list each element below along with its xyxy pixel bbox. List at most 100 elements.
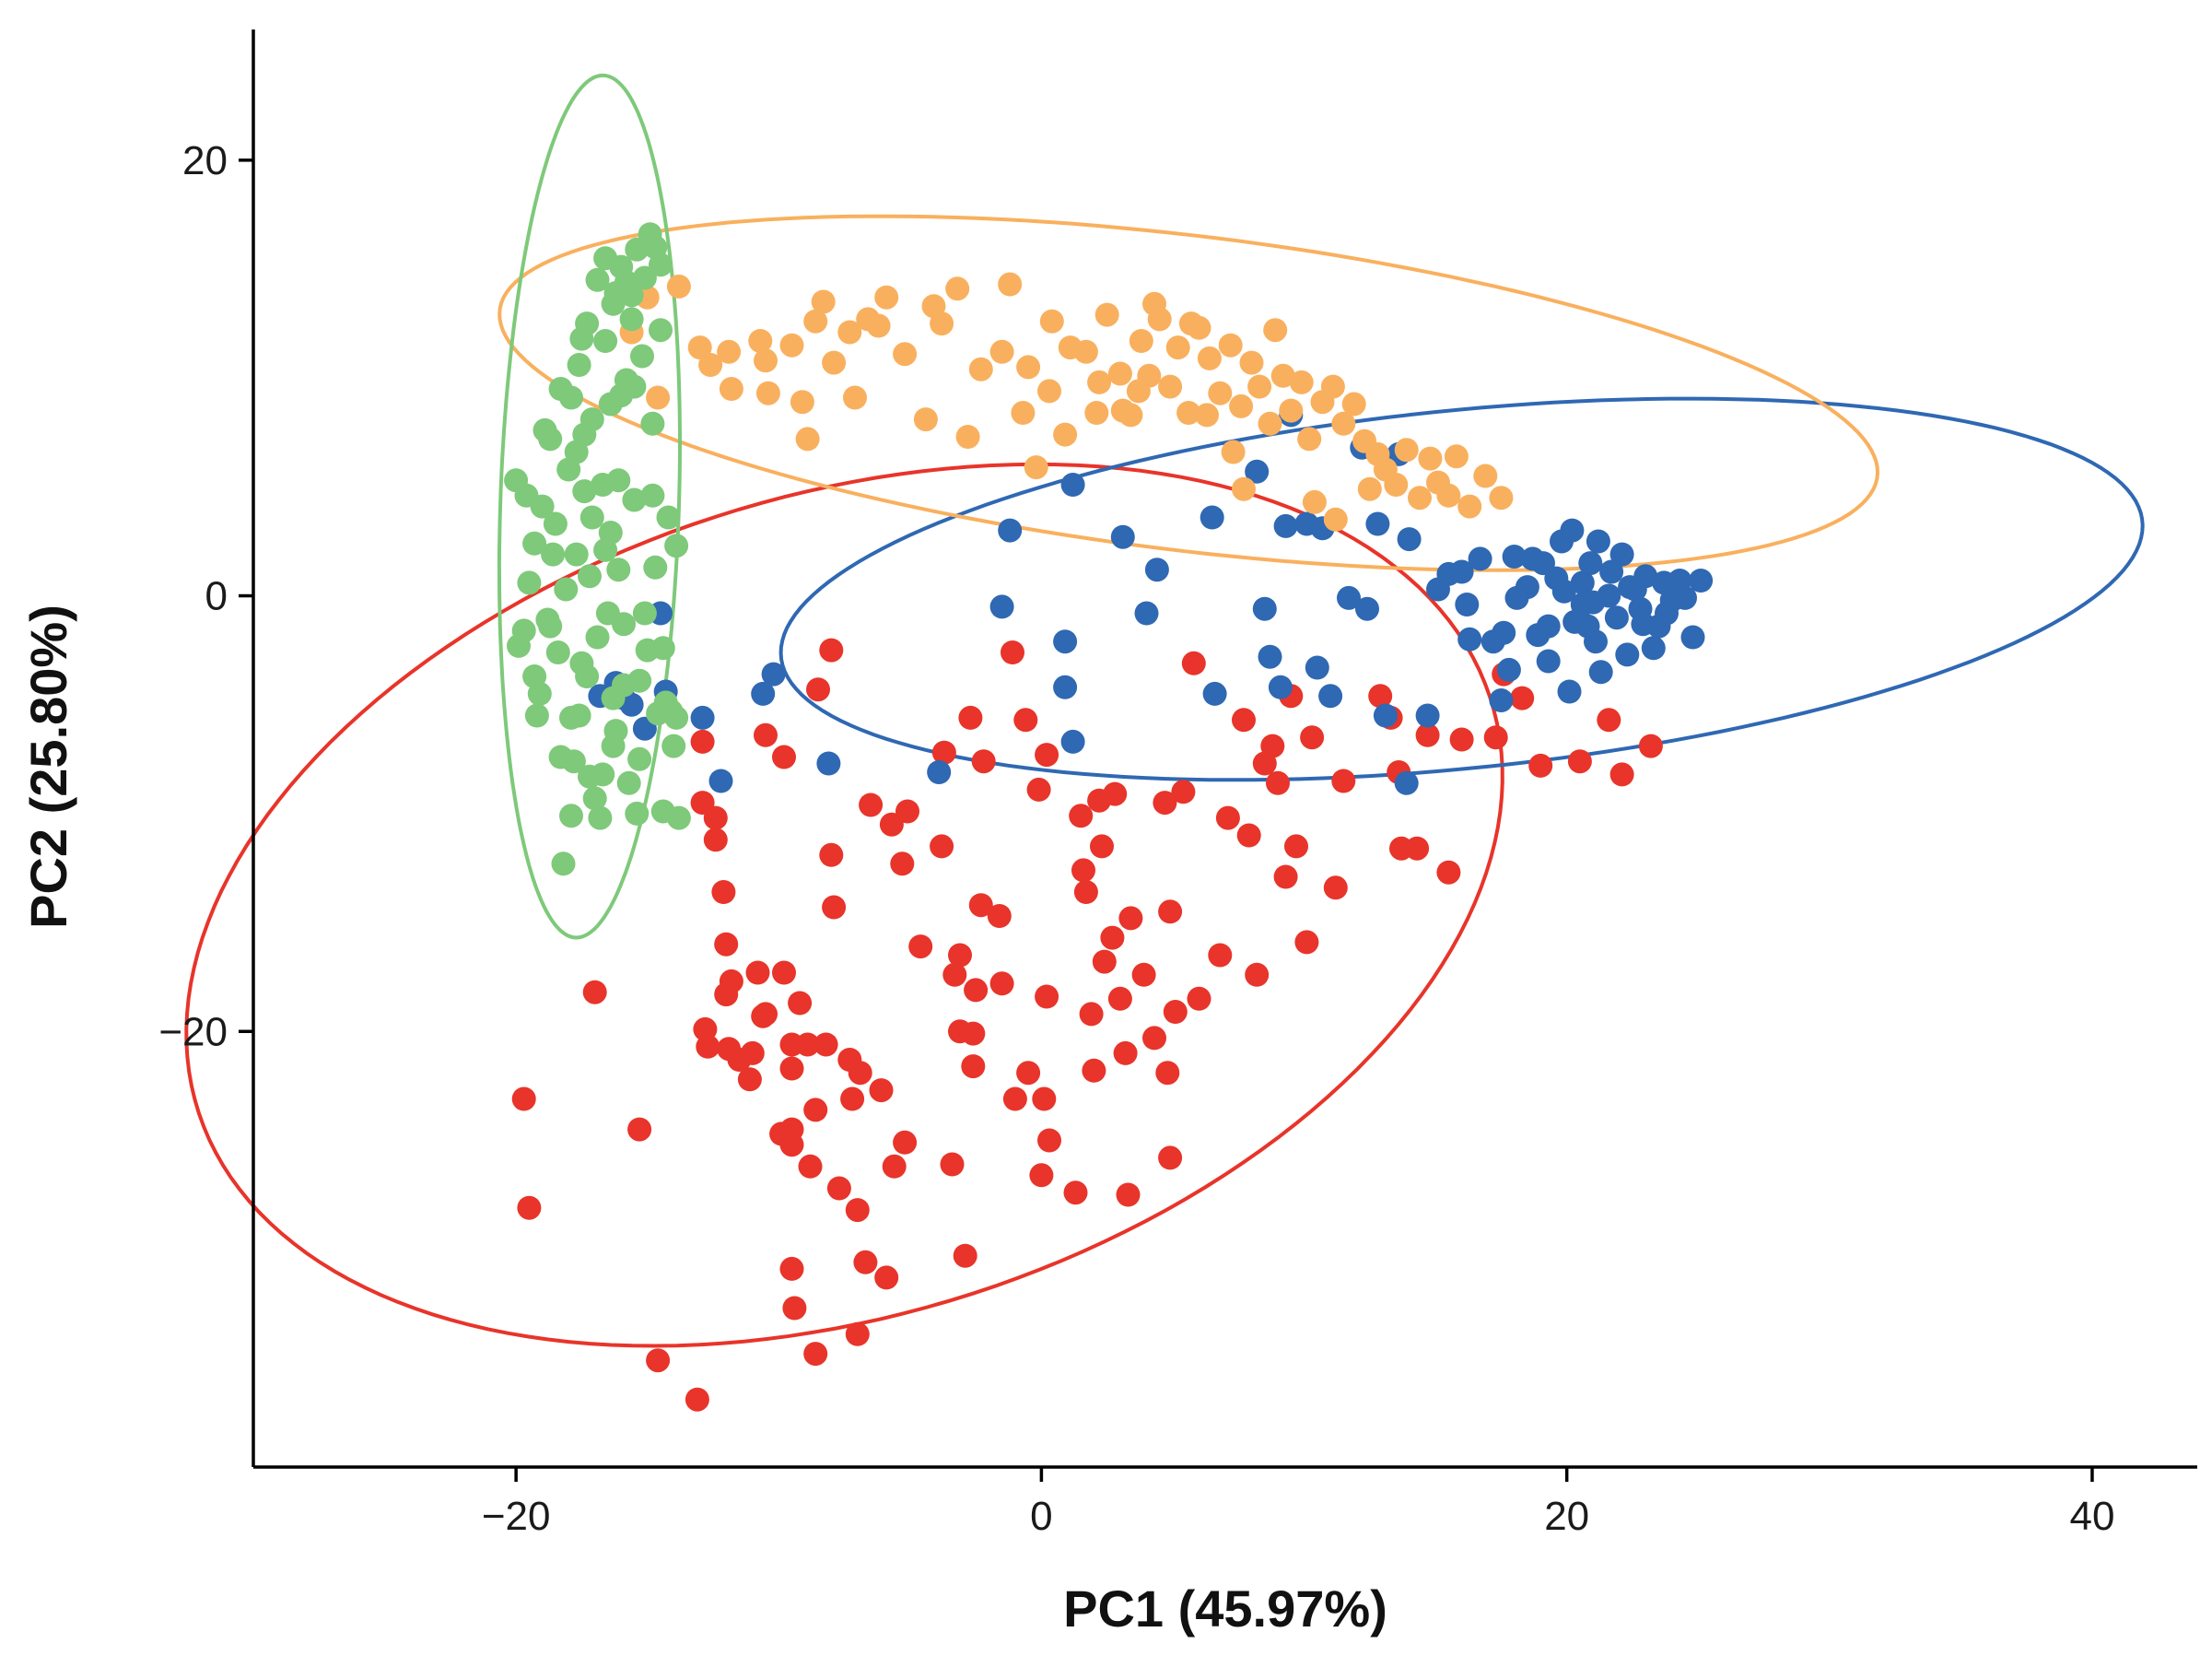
point-red	[740, 1040, 765, 1065]
point-orange	[1444, 444, 1469, 469]
point-red	[848, 1061, 872, 1086]
point-blue	[1144, 558, 1169, 582]
point-red	[754, 722, 778, 747]
point-blue	[1673, 585, 1697, 610]
point-red	[968, 893, 993, 918]
point-orange	[1195, 403, 1219, 428]
point-orange	[955, 425, 980, 449]
point-red	[961, 1021, 986, 1046]
y-tick-label: −20	[158, 1009, 228, 1054]
point-orange	[779, 333, 804, 358]
point-red	[1163, 1000, 1188, 1024]
point-red	[813, 1032, 838, 1057]
point-blue	[1397, 527, 1422, 552]
point-blue	[1536, 649, 1561, 674]
point-red	[953, 1243, 977, 1268]
point-green	[616, 770, 641, 795]
point-red	[948, 943, 972, 968]
point-green	[559, 385, 583, 410]
point-red	[795, 1032, 820, 1057]
point-green	[593, 329, 618, 353]
point-blue	[1586, 529, 1610, 554]
point-red	[1528, 753, 1553, 778]
point-blue	[1268, 675, 1293, 699]
point-green	[627, 746, 652, 771]
point-red	[1082, 1058, 1106, 1083]
point-red	[819, 842, 844, 867]
point-red	[1090, 834, 1114, 859]
point-orange	[1087, 370, 1112, 394]
point-orange	[1053, 422, 1078, 447]
confidence-ellipse-green	[497, 73, 682, 940]
point-blue	[1457, 627, 1482, 652]
point-orange	[1229, 393, 1254, 418]
point-green	[606, 558, 631, 582]
point-red	[859, 793, 884, 817]
point-orange	[1394, 438, 1419, 463]
point-orange	[795, 427, 820, 452]
point-red	[806, 677, 830, 702]
point-blue	[1200, 505, 1224, 530]
point-red	[961, 1054, 986, 1079]
point-blue	[1415, 703, 1440, 728]
point-orange	[666, 274, 691, 299]
point-red	[711, 880, 736, 904]
tick-layer: −20 0 20 40 −20 0 20	[158, 138, 2114, 1539]
point-green	[649, 252, 673, 277]
point-red	[772, 960, 796, 985]
point-blue	[989, 594, 1014, 619]
point-red	[1208, 943, 1233, 968]
point-green	[575, 664, 600, 688]
point-red	[987, 904, 1012, 928]
point-green	[593, 537, 618, 562]
point-green	[632, 265, 657, 290]
point-red	[1118, 906, 1143, 931]
point-red	[845, 1321, 870, 1346]
point-green	[511, 618, 536, 643]
point-orange	[646, 385, 671, 410]
point-blue	[1609, 542, 1634, 567]
point-orange	[1270, 363, 1295, 388]
point-orange	[1302, 489, 1327, 514]
point-blue	[1273, 513, 1298, 538]
point-green	[619, 307, 644, 332]
point-blue	[1689, 569, 1714, 593]
point-red	[908, 934, 933, 959]
point-orange	[1297, 427, 1322, 452]
point-red	[714, 932, 739, 957]
point-red	[1284, 834, 1308, 859]
point-red	[1232, 708, 1256, 733]
point-blue	[1604, 605, 1629, 630]
point-blue	[1053, 629, 1078, 654]
point-red	[1294, 930, 1319, 955]
point-blue	[1599, 559, 1624, 584]
point-green	[661, 734, 686, 758]
point-red	[1100, 925, 1125, 950]
point-orange	[1258, 411, 1282, 436]
point-green	[517, 570, 542, 595]
point-green	[522, 531, 547, 556]
point-red	[1171, 780, 1196, 804]
point-red	[879, 812, 904, 837]
point-red	[703, 828, 728, 852]
point-green	[538, 614, 563, 639]
point-green	[664, 705, 689, 730]
point-green	[564, 440, 589, 464]
point-blue	[927, 760, 952, 784]
point-red	[1155, 1061, 1180, 1086]
point-red	[646, 1348, 671, 1373]
y-axis-title: PC2 (25.80%)	[19, 605, 77, 929]
point-green	[593, 246, 618, 271]
point-red	[719, 969, 743, 993]
point-red	[782, 1296, 807, 1321]
point-red	[1187, 986, 1211, 1011]
point-red	[1002, 1086, 1027, 1111]
point-green	[614, 270, 638, 295]
point-orange	[1436, 483, 1461, 508]
x-tick-label: −20	[482, 1494, 551, 1539]
point-red	[822, 895, 847, 920]
point-green	[649, 318, 673, 343]
point-red	[930, 834, 954, 859]
point-green	[543, 511, 568, 536]
point-red	[971, 749, 996, 774]
